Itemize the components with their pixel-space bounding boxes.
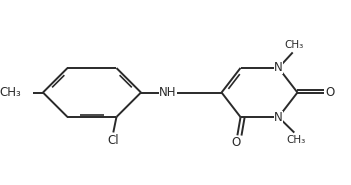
Text: NH: NH <box>159 86 177 99</box>
Text: O: O <box>325 86 335 99</box>
Text: CH₃: CH₃ <box>0 86 21 99</box>
Text: O: O <box>231 136 240 149</box>
Text: Cl: Cl <box>107 134 119 147</box>
Text: CH₃: CH₃ <box>285 40 304 50</box>
Text: N: N <box>274 111 283 124</box>
Text: N: N <box>274 61 283 74</box>
Text: CH₃: CH₃ <box>286 135 305 145</box>
